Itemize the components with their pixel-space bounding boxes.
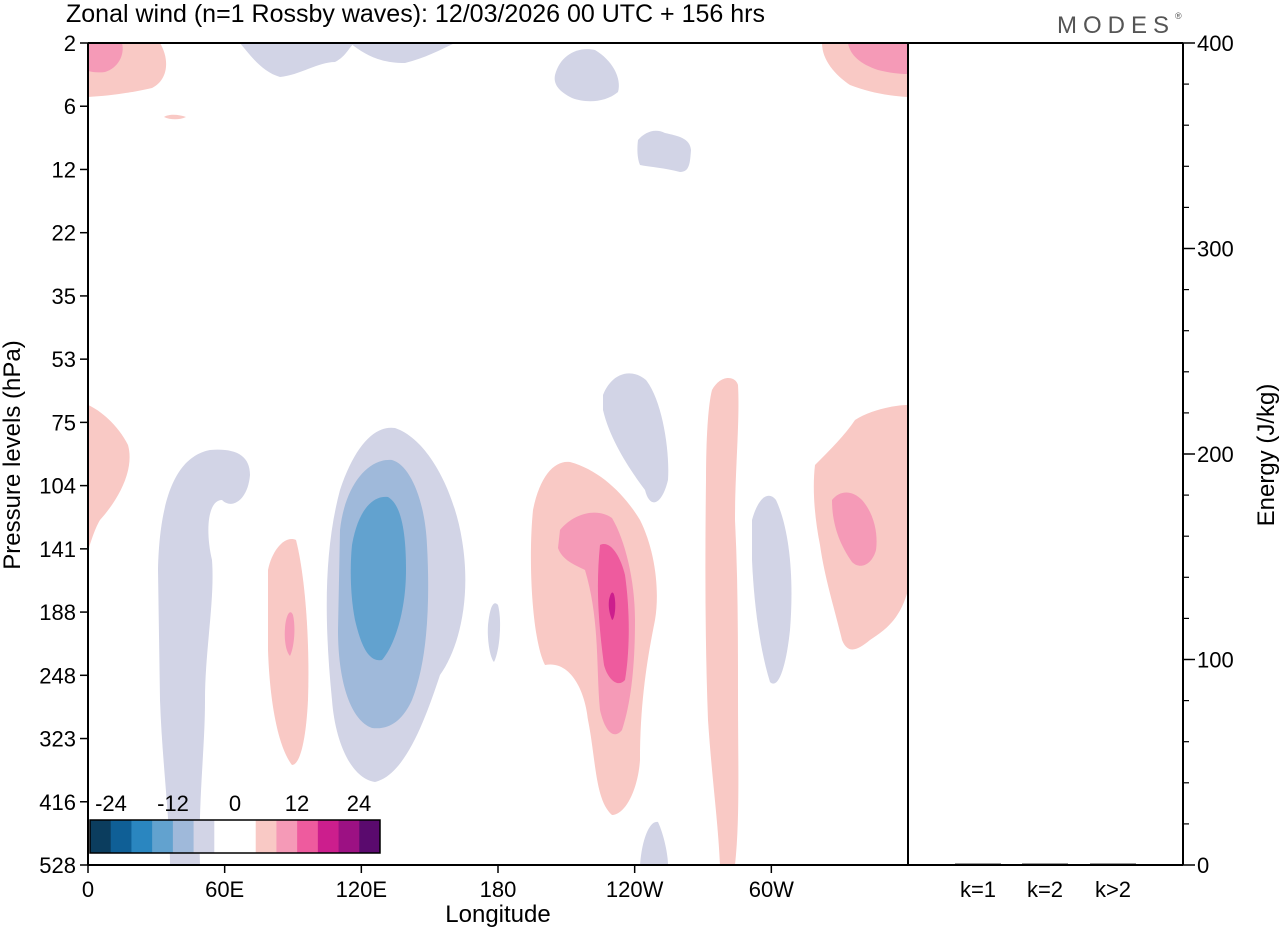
longitude-axis: 0 60E 120E 180 120W 60W: [82, 865, 794, 902]
pressure-tick-label: 53: [52, 347, 76, 372]
colorbar-label: 24: [347, 791, 371, 816]
colorbar-swatch: [172, 820, 195, 853]
colorbar-swatch: [359, 820, 381, 853]
energy-bar-label: k=1: [960, 877, 996, 902]
pressure-tick-label: 6: [64, 94, 76, 119]
colorbar-frame: [89, 819, 381, 854]
longitude-tick-label: 60E: [205, 877, 244, 902]
energy-axis: 0 100 200 300 400: [1183, 31, 1234, 878]
longitude-tick-label: 120W: [606, 877, 664, 902]
pressure-tick-label: 104: [39, 474, 76, 499]
colorbar-swatch: [131, 820, 153, 853]
contour-neg-60w: [752, 495, 792, 684]
contour-neg-bottom-speck: [640, 821, 668, 865]
colorbar-label: 12: [285, 791, 309, 816]
energy-bar-label: k=2: [1027, 877, 1063, 902]
longitude-tick-label: 0: [82, 877, 94, 902]
pressure-tick-label: 35: [52, 284, 76, 309]
longitude-tick-label: 120E: [336, 877, 387, 902]
colorbar-swatch: [110, 820, 132, 853]
contour-neg-speck-180: [487, 603, 501, 662]
colorbar-swatch: [317, 820, 340, 853]
x-axis-title: Longitude: [445, 901, 550, 928]
contour-pos-top-left-inner: [88, 43, 123, 73]
pressure-axis: 2 6 12 22 35 53 75 104 141 188 248 323 416 528: [39, 31, 88, 878]
energy-bar-label: k>2: [1095, 877, 1131, 902]
colorbar-swatch: [152, 820, 174, 853]
pressure-tick-label: 12: [52, 157, 76, 182]
contour-pos-90e-inner: [284, 612, 295, 656]
contour-neg-top-blob: [554, 49, 619, 102]
modes-logo-mark: ®: [1175, 11, 1182, 21]
pressure-tick-label: 141: [39, 537, 76, 562]
pressure-tick-label: 2: [64, 31, 76, 56]
colorbar-swatch: [276, 820, 298, 853]
modes-logo: MODES®: [1057, 11, 1182, 39]
pressure-tick-label: 416: [39, 790, 76, 815]
contour-pos-left-edge: [88, 405, 130, 550]
colorbar-label: 0: [229, 791, 241, 816]
y2-axis-title: Energy (J/kg): [1253, 384, 1280, 527]
energy-tick-label: 200: [1197, 442, 1234, 467]
energy-tick-label: 300: [1197, 237, 1234, 262]
contour-pos-speck-6: [164, 114, 186, 120]
colorbar-swatch: [90, 820, 112, 853]
chart-title: Zonal wind (n=1 Rossby waves): 12/03/202…: [66, 0, 765, 28]
pressure-tick-label: 323: [39, 727, 76, 752]
colorbar-swatch: [297, 820, 319, 853]
colorbar-label: -12: [157, 791, 189, 816]
energy-tick-label: 400: [1197, 31, 1234, 56]
colorbar-swatch: [338, 820, 360, 853]
colorbar-swatch: [255, 820, 277, 853]
pressure-tick-label: 22: [52, 221, 76, 246]
contour-neg-core-inner: [350, 496, 406, 661]
contour-neg-upper-dateline: [603, 373, 669, 503]
energy-bars-layer: k=1 k=2 k>2: [955, 863, 1136, 902]
y-axis-title: Pressure levels (hPa): [0, 340, 26, 569]
colorbar-swatch: [214, 820, 236, 853]
contour-pos-streak-90w: [705, 378, 739, 865]
contour-neg-12hpa-blob: [637, 130, 691, 172]
colorbar-swatch: [193, 820, 215, 853]
colorbar-swatch: [235, 820, 257, 853]
pressure-tick-label: 528: [39, 853, 76, 878]
contour-pos-120w-core: [608, 592, 616, 620]
colorbar-label: -24: [95, 791, 127, 816]
energy-plot-background: [908, 43, 1183, 865]
longitude-tick-label: 180: [480, 877, 517, 902]
contour-pos-top-right-inner: [848, 43, 908, 74]
energy-tick-label: 100: [1197, 648, 1234, 673]
pressure-tick-label: 248: [39, 663, 76, 688]
colorbar: -24 -12 0 12 24: [89, 791, 381, 854]
energy-tick-label: 0: [1197, 853, 1209, 878]
contour-neg-east-shoulder: [158, 449, 250, 865]
modes-logo-text: MODES: [1057, 12, 1175, 39]
pressure-tick-label: 188: [39, 600, 76, 625]
contour-pos-right-inner: [832, 492, 877, 566]
contour-neg-top-band: [240, 43, 455, 77]
pressure-tick-label: 75: [52, 410, 76, 435]
contour-layer: [88, 43, 908, 865]
longitude-tick-label: 60W: [749, 877, 794, 902]
